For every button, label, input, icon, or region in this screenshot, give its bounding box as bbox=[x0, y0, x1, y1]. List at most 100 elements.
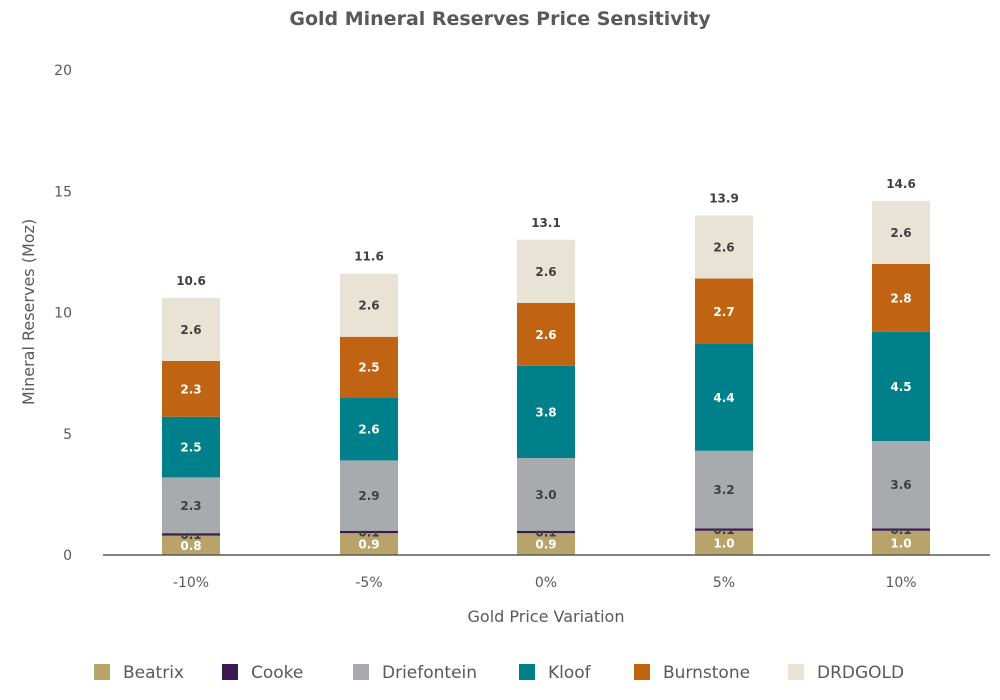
data-label: 2.6 bbox=[535, 265, 556, 279]
y-tick-label: 10 bbox=[54, 306, 72, 322]
x-tick-label: -10% bbox=[173, 575, 209, 591]
y-axis-ticks: 0 5 10 15 20 bbox=[54, 63, 72, 564]
bar-segment-driefontein bbox=[517, 458, 575, 531]
x-tick-label: 5% bbox=[713, 575, 735, 591]
bar-segment-driefontein bbox=[162, 477, 220, 534]
legend-swatch bbox=[788, 664, 804, 680]
bar-segment-drdgold bbox=[340, 273, 398, 337]
x-tick-label: -5% bbox=[355, 575, 382, 591]
bar-segment-cooke bbox=[340, 530, 398, 534]
bar-segment-drdgold bbox=[695, 215, 753, 279]
data-label: 3.8 bbox=[535, 405, 556, 419]
legend-item: DRDGOLD bbox=[788, 663, 904, 683]
bar-segment-driefontein bbox=[872, 441, 930, 529]
bar-segment-beatrix bbox=[872, 530, 930, 555]
data-label: 0.8 bbox=[180, 539, 201, 553]
total-label: 10.6 bbox=[176, 274, 206, 288]
data-label: 2.5 bbox=[358, 361, 379, 375]
legend-label: DRDGOLD bbox=[817, 663, 904, 683]
y-tick-label: 5 bbox=[63, 427, 72, 443]
data-label: 2.3 bbox=[180, 499, 201, 513]
data-label: 1.0 bbox=[890, 536, 911, 550]
data-label: 3.6 bbox=[890, 478, 911, 492]
data-label: 3.0 bbox=[535, 488, 556, 502]
x-axis-label: Gold Price Variation bbox=[468, 607, 625, 626]
data-label: 4.4 bbox=[713, 391, 734, 405]
bar-segment-beatrix bbox=[695, 530, 753, 555]
bar-segment-kloof bbox=[340, 397, 398, 461]
bar-segment-burnstone bbox=[517, 302, 575, 366]
x-axis-ticks: -10% -5% 0% 5% 10% bbox=[173, 575, 917, 591]
legend-item: Burnstone bbox=[634, 663, 750, 683]
data-label: 2.6 bbox=[535, 328, 556, 342]
data-label: 2.6 bbox=[180, 323, 201, 337]
y-axis-label: Mineral Reserves (Moz) bbox=[19, 219, 38, 405]
bar-stack: 0.90.12.92.62.52.611.6 bbox=[340, 250, 398, 555]
bar-segment-kloof bbox=[872, 331, 930, 442]
bar-segment-cooke bbox=[162, 533, 220, 536]
data-label: 1.0 bbox=[713, 536, 734, 550]
bars-group: 0.80.12.32.52.32.610.60.90.12.92.62.52.6… bbox=[162, 177, 930, 555]
y-tick-label: 15 bbox=[54, 184, 72, 200]
legend-item: Kloof bbox=[519, 663, 592, 683]
total-label: 13.9 bbox=[709, 192, 739, 206]
legend-label: Burnstone bbox=[663, 663, 750, 683]
x-tick-label: 10% bbox=[885, 575, 916, 591]
legend-swatch bbox=[519, 664, 535, 680]
x-tick-label: 0% bbox=[535, 575, 557, 591]
bar-segment-driefontein bbox=[695, 450, 753, 529]
total-label: 14.6 bbox=[886, 177, 916, 191]
data-label: 2.6 bbox=[890, 226, 911, 240]
bar-stack: 0.80.12.32.52.32.610.6 bbox=[162, 274, 220, 555]
data-label: 2.7 bbox=[713, 305, 734, 319]
bar-segment-burnstone bbox=[695, 278, 753, 345]
bar-segment-cooke bbox=[872, 528, 930, 531]
bar-segment-drdgold bbox=[517, 239, 575, 303]
total-label: 13.1 bbox=[531, 216, 561, 230]
data-label: 2.8 bbox=[890, 291, 911, 305]
legend-swatch bbox=[222, 664, 238, 680]
data-label: 0.9 bbox=[535, 538, 556, 552]
data-label: 3.2 bbox=[713, 483, 734, 497]
bar-stack: 0.90.13.03.82.62.613.1 bbox=[517, 216, 575, 555]
bar-segment-cooke bbox=[517, 530, 575, 534]
legend-label: Driefontein bbox=[382, 663, 477, 683]
chart-title: Gold Mineral Reserves Price Sensitivity bbox=[289, 8, 711, 30]
bar-segment-drdgold bbox=[872, 200, 930, 264]
data-label: 4.5 bbox=[890, 380, 911, 394]
bar-segment-beatrix bbox=[162, 535, 220, 555]
y-tick-label: 0 bbox=[63, 548, 72, 564]
bar-segment-kloof bbox=[517, 365, 575, 458]
y-tick-label: 20 bbox=[54, 63, 72, 79]
bar-segment-cooke bbox=[695, 528, 753, 531]
bar-segment-drdgold bbox=[162, 297, 220, 361]
data-label: 2.6 bbox=[713, 241, 734, 255]
data-label: 0.9 bbox=[358, 538, 379, 552]
data-label: 2.6 bbox=[358, 422, 379, 436]
data-label: 2.3 bbox=[180, 382, 201, 396]
data-label: 2.9 bbox=[358, 489, 379, 503]
legend-swatch bbox=[353, 664, 369, 680]
legend-swatch bbox=[634, 664, 650, 680]
bar-segment-burnstone bbox=[872, 264, 930, 332]
data-label: 2.6 bbox=[358, 299, 379, 313]
legend-label: Kloof bbox=[548, 663, 592, 683]
bar-segment-kloof bbox=[162, 416, 220, 478]
legend-label: Beatrix bbox=[123, 663, 184, 683]
bar-segment-beatrix bbox=[517, 533, 575, 555]
legend-swatch bbox=[94, 664, 110, 680]
legend-item: Cooke bbox=[222, 663, 303, 683]
legend-item: Beatrix bbox=[94, 663, 184, 683]
bar-segment-burnstone bbox=[162, 361, 220, 417]
legend: Beatrix Cooke Driefontein Kloof Burnstone DRD… bbox=[94, 663, 904, 683]
data-label: 2.5 bbox=[180, 441, 201, 455]
total-label: 11.6 bbox=[354, 250, 384, 264]
bar-stack: 1.00.13.24.42.72.613.9 bbox=[695, 192, 753, 555]
bar-segment-driefontein bbox=[340, 460, 398, 531]
legend-label: Cooke bbox=[251, 663, 303, 683]
bar-segment-beatrix bbox=[340, 533, 398, 555]
legend-item: Driefontein bbox=[353, 663, 477, 683]
bar-segment-kloof bbox=[695, 344, 753, 451]
